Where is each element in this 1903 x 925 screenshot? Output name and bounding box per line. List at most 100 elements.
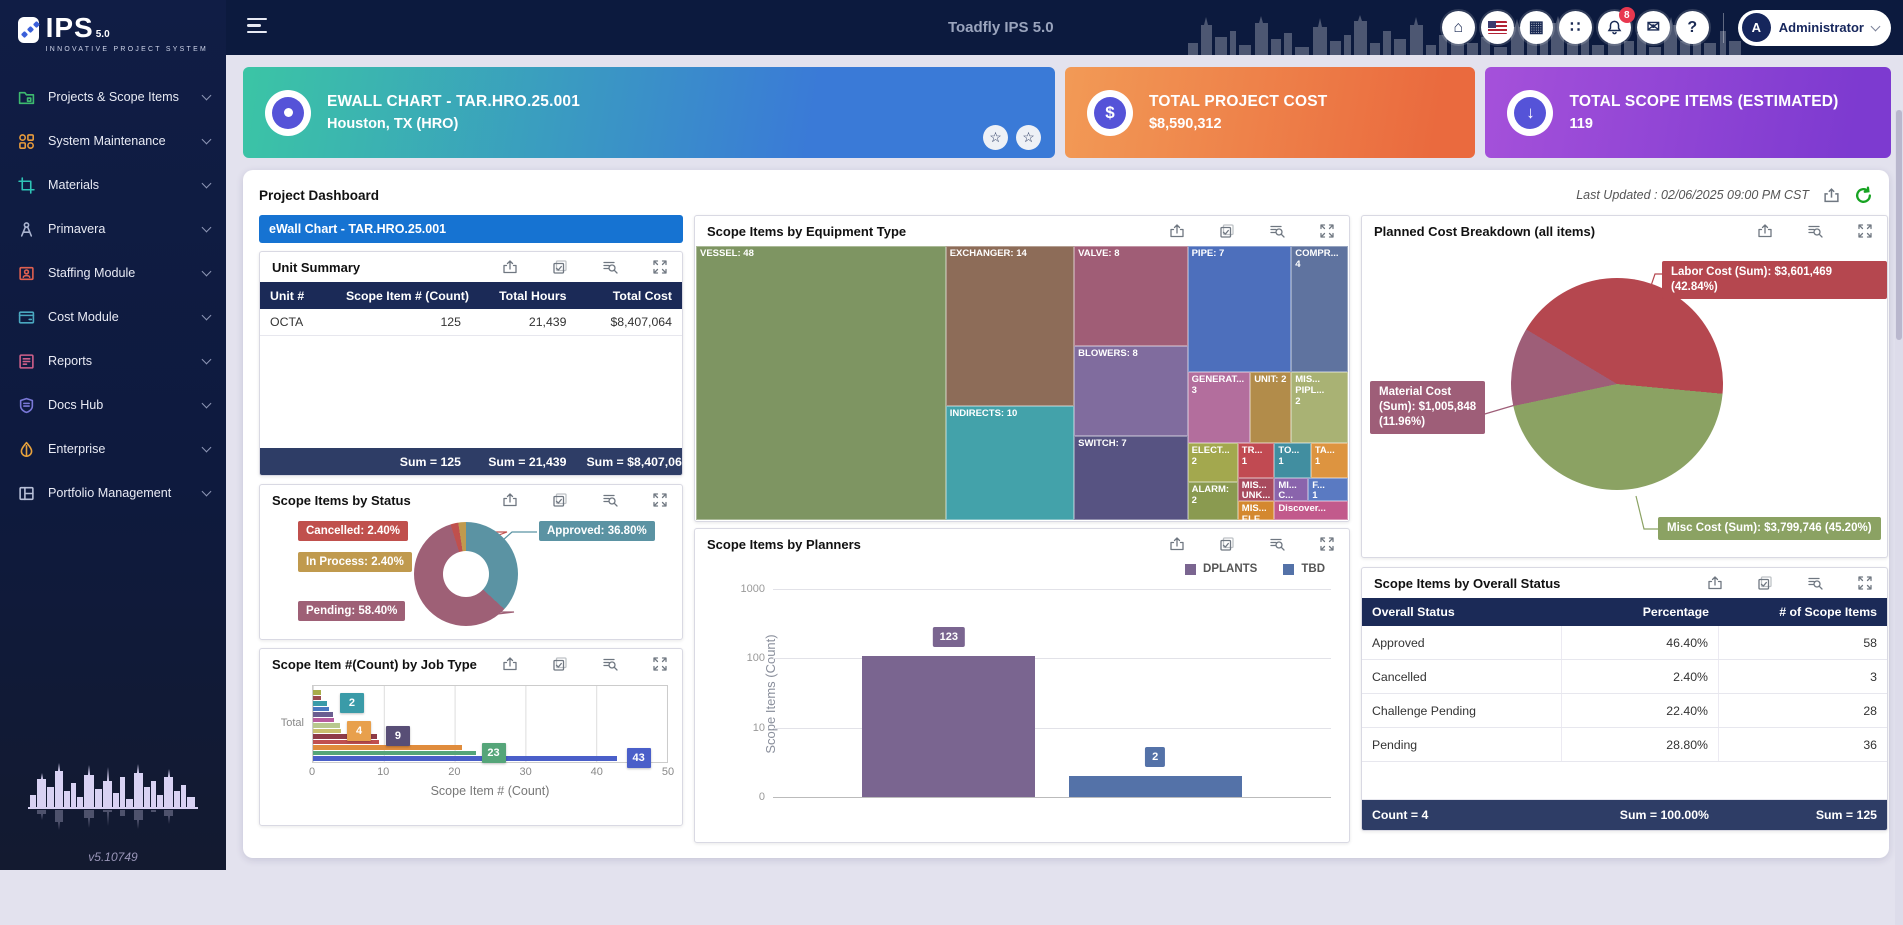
refresh-icon[interactable] [1854, 186, 1873, 205]
expand-icon[interactable] [652, 492, 668, 508]
stat-cards: EWALL CHART - TAR.HRO.25.001 Houston, TX… [243, 67, 1891, 158]
page-scrollbar[interactable] [1895, 110, 1903, 925]
sidebar-item-materials[interactable]: Materials [0, 163, 226, 207]
apps-icon[interactable]: ∷ [1558, 11, 1592, 44]
search-filter-icon[interactable] [1269, 536, 1285, 552]
treemap-tile[interactable]: TA... 1 [1310, 443, 1348, 478]
bar-segment[interactable] [313, 717, 335, 722]
user-menu[interactable]: A Administrator [1737, 9, 1891, 46]
total-scope-items-card[interactable]: ↓ TOTAL SCOPE ITEMS (ESTIMATED) 119 [1485, 67, 1891, 158]
treemap-tile[interactable]: COMPR... 4 [1291, 246, 1348, 373]
bar-segment[interactable] [313, 695, 322, 700]
bar-segment[interactable] [313, 734, 377, 739]
expand-icon[interactable] [1319, 223, 1335, 239]
sidebar-item-projects-scope-items[interactable]: Projects & Scope Items [0, 75, 226, 119]
treemap-tile[interactable]: UNIT: 2 [1250, 372, 1292, 444]
bar-segment[interactable] [313, 723, 340, 728]
treemap-tile[interactable]: Discover... [1274, 500, 1348, 520]
bar-segment[interactable] [313, 706, 329, 711]
treemap-tile[interactable]: VALVE: 8 [1074, 246, 1188, 346]
sidebar-item-system-maintenance[interactable]: System Maintenance [0, 119, 226, 163]
menu-toggle-icon[interactable] [247, 18, 267, 37]
bar-segment[interactable] [313, 701, 328, 706]
sidebar-item-docs-hub[interactable]: Docs Hub [0, 383, 226, 427]
bar-segment[interactable] [313, 750, 476, 755]
bar-segment[interactable] [313, 739, 379, 744]
treemap-tile[interactable]: EXCHANGER: 14 [945, 246, 1075, 407]
search-filter-icon[interactable] [602, 259, 618, 275]
export-icon[interactable] [1823, 187, 1840, 204]
favorite-star-icon[interactable]: ☆ [982, 125, 1008, 150]
export-icon[interactable] [1169, 536, 1185, 552]
qr-icon[interactable]: ▦ [1519, 11, 1553, 44]
sidebar-item-enterprise[interactable]: Enterprise [0, 427, 226, 471]
table-row[interactable]: Pending 28.80% 36 [1362, 728, 1887, 762]
expand-icon[interactable] [652, 259, 668, 275]
treemap-tile[interactable]: TR... 1 [1237, 443, 1275, 478]
flag-icon[interactable] [1480, 11, 1514, 44]
sidebar-item-portfolio-management[interactable]: Portfolio Management [0, 471, 226, 515]
help-icon[interactable]: ? [1675, 11, 1709, 44]
bar-segment[interactable] [313, 745, 462, 750]
sidebar-item-reports[interactable]: Reports [0, 339, 226, 383]
table-row[interactable]: Cancelled 2.40% 3 [1362, 660, 1887, 694]
table-row[interactable]: OCTA 125 21,439 $8,407,064 [260, 309, 682, 336]
app-logo[interactable]: IPS 5.0 INNOVATIVE PROJECT SYSTEM [0, 0, 226, 63]
search-filter-icon[interactable] [602, 492, 618, 508]
sidebar-item-cost-module[interactable]: Cost Module [0, 295, 226, 339]
sidebar-item-primavera[interactable]: Primavera [0, 207, 226, 251]
search-filter-icon[interactable] [1807, 223, 1823, 239]
select-copy-icon[interactable] [1219, 536, 1235, 552]
expand-icon[interactable] [1319, 536, 1335, 552]
expand-icon[interactable] [1857, 575, 1873, 591]
treemap-tile[interactable]: VESSEL: 48 [696, 246, 946, 520]
cost-pie-chart[interactable] [1511, 278, 1723, 490]
table-row[interactable]: Challenge Pending 22.40% 28 [1362, 694, 1887, 728]
treemap-tile[interactable]: TO... 1 [1274, 443, 1311, 478]
export-icon[interactable] [502, 492, 518, 508]
treemap-tile[interactable]: GENERAT... 3 [1187, 372, 1251, 444]
treemap-tile[interactable]: F... 1 [1308, 477, 1348, 501]
bar-segment[interactable] [313, 728, 342, 733]
select-copy-icon[interactable] [552, 656, 568, 672]
mail-icon[interactable]: ✉ [1636, 11, 1670, 44]
expand-icon[interactable] [1857, 223, 1873, 239]
treemap-tile[interactable]: SWITCH: 7 [1074, 436, 1188, 520]
bell-icon[interactable]: 8 [1597, 7, 1635, 44]
expand-icon[interactable] [652, 656, 668, 672]
treemap-tile[interactable]: INDIRECTS: 10 [945, 406, 1075, 520]
bar-segment[interactable] [313, 712, 333, 717]
treemap-tile[interactable]: MI... C... 1 [1274, 477, 1309, 501]
bar-segment[interactable] [313, 690, 322, 695]
select-copy-icon[interactable] [1757, 575, 1773, 591]
bar-tbd[interactable] [1068, 776, 1242, 797]
treemap-tile[interactable]: MIS... PIPL... 2 [1291, 372, 1348, 444]
treemap-tile[interactable]: ELECT... 2 [1187, 443, 1238, 482]
select-copy-icon[interactable] [552, 259, 568, 275]
sidebar-item-staffing-module[interactable]: Staffing Module [0, 251, 226, 295]
treemap-tile[interactable]: PIPE: 7 [1187, 246, 1292, 373]
search-filter-icon[interactable] [1807, 575, 1823, 591]
table-row[interactable]: Approved 46.40% 58 [1362, 626, 1887, 660]
select-copy-icon[interactable] [552, 492, 568, 508]
bar-dplants[interactable] [862, 655, 1036, 797]
total-cost-card[interactable]: $ TOTAL PROJECT COST $8,590,312 [1064, 67, 1476, 158]
treemap-tile[interactable]: MIS... ELE... [1237, 500, 1275, 520]
bar-segment[interactable] [313, 756, 618, 761]
export-icon[interactable] [502, 259, 518, 275]
search-filter-icon[interactable] [602, 656, 618, 672]
treemap-tile[interactable]: MIS... UNK... [1237, 477, 1275, 501]
select-copy-icon[interactable] [1219, 223, 1235, 239]
status-donut-chart[interactable] [414, 522, 518, 626]
favorite-star-icon-2[interactable]: ☆ [1015, 125, 1041, 150]
search-filter-icon[interactable] [1269, 223, 1285, 239]
treemap-tile[interactable]: BLOWERS: 8 [1074, 346, 1188, 437]
export-icon[interactable] [502, 656, 518, 672]
home-icon[interactable]: ⌂ [1441, 11, 1475, 44]
ewall-chart-card[interactable]: EWALL CHART - TAR.HRO.25.001 Houston, TX… [243, 67, 1055, 158]
selected-chart-bar[interactable]: eWall Chart - TAR.HRO.25.001 [259, 215, 683, 243]
treemap-tile[interactable]: ALARM: 2 [1187, 481, 1238, 520]
export-icon[interactable] [1707, 575, 1723, 591]
export-icon[interactable] [1757, 223, 1773, 239]
export-icon[interactable] [1169, 223, 1185, 239]
